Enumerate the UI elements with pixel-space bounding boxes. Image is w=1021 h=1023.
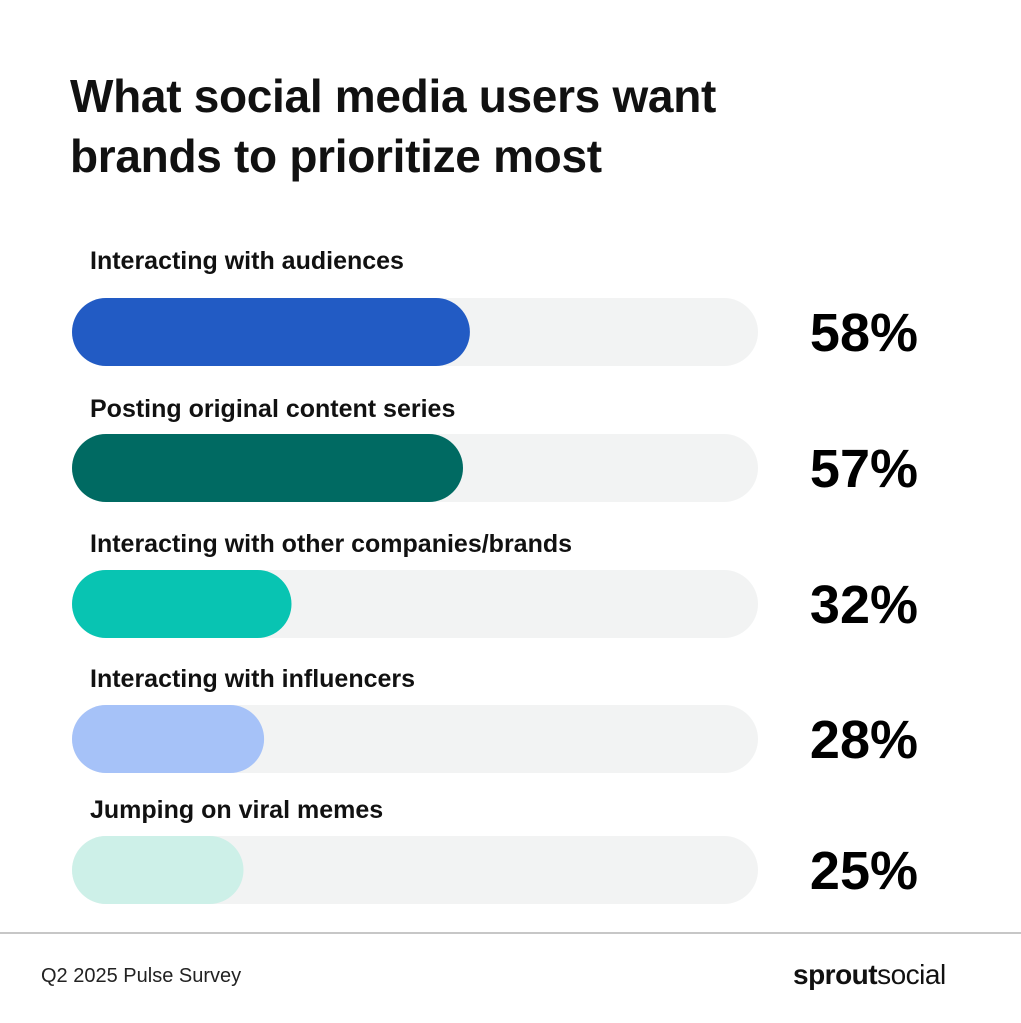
chart-title: What social media users want brands to p…: [70, 66, 950, 186]
bar-chart: Interacting with audiences 58% Posting ori…: [72, 247, 918, 904]
logo-word-social: social: [877, 959, 946, 990]
category-label: Jumping on viral memes: [90, 796, 383, 824]
value-label: 28%: [810, 710, 918, 770]
value-label: 57%: [810, 439, 918, 499]
bar-fill: [72, 836, 244, 904]
value-label: 25%: [810, 841, 918, 901]
bar-fill: [72, 298, 470, 366]
survey-source: Q2 2025 Pulse Survey: [41, 965, 242, 987]
footer-divider: [0, 932, 1021, 934]
bar-fill: [72, 570, 292, 638]
bar-track: [72, 836, 758, 904]
chart-title-line-1: What social media users want: [70, 70, 717, 122]
value-label: 32%: [810, 575, 918, 635]
logo-word-sprout: sprout: [793, 959, 878, 990]
category-label: Interacting with other companies/brands: [90, 530, 572, 558]
category-label: Interacting with audiences: [90, 247, 404, 275]
category-label: Interacting with influencers: [90, 665, 415, 693]
chart-title-line-2: brands to prioritize most: [70, 130, 602, 182]
bar-fill: [72, 705, 265, 773]
sprout-social-logo: sproutsocial: [793, 956, 946, 994]
category-label: Posting original content series: [90, 395, 455, 423]
value-label: 58%: [810, 303, 918, 363]
bar-fill: [72, 434, 463, 502]
